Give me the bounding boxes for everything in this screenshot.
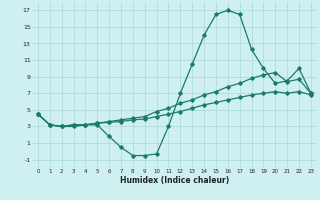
- X-axis label: Humidex (Indice chaleur): Humidex (Indice chaleur): [120, 176, 229, 185]
